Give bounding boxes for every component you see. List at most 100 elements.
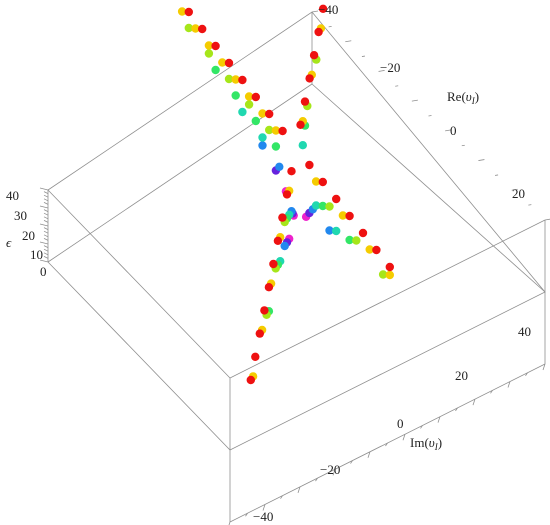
tick-mark (43, 216, 49, 220)
data-point (231, 75, 240, 84)
data-point (265, 109, 274, 119)
re-tick-label: −20 (380, 60, 400, 75)
data-point (224, 58, 234, 68)
data-point (238, 75, 247, 85)
data-point (332, 226, 341, 236)
data-point (204, 49, 214, 58)
tick-mark (43, 212, 49, 216)
tick-mark (39, 205, 49, 209)
data-point (311, 201, 321, 210)
tick-mark (507, 381, 511, 388)
data-point (358, 228, 368, 238)
data-points (177, 4, 394, 385)
data-point (378, 270, 388, 279)
tick-mark (43, 220, 49, 223)
data-point (305, 74, 314, 83)
data-point (345, 235, 354, 245)
data-point (385, 270, 394, 280)
tick-mark (345, 40, 352, 43)
tick-mark (361, 55, 365, 57)
data-point (269, 259, 278, 269)
re-tick-label: 20 (512, 186, 525, 201)
eps-tick-label: 20 (22, 228, 35, 243)
data-point (251, 92, 260, 102)
tick-mark (428, 115, 432, 117)
tick-mark (297, 486, 301, 494)
data-point (273, 236, 283, 245)
data-point (278, 213, 287, 222)
data-point (352, 236, 361, 245)
tick-mark (472, 398, 476, 406)
tick-mark (385, 442, 388, 447)
data-point (244, 100, 254, 109)
tick-mark (39, 241, 49, 245)
tick-mark (420, 425, 423, 429)
re-axis-label-close: ) (475, 89, 479, 104)
tick-mark (43, 245, 49, 248)
tick-mark (43, 234, 49, 238)
tick-mark (332, 469, 336, 476)
re-axis-label-greek: υ (466, 89, 472, 104)
data-point (191, 24, 200, 33)
tick-mark (544, 218, 550, 221)
data-point (265, 125, 274, 135)
tick-mark (511, 188, 518, 191)
data-point (264, 283, 274, 292)
tick-mark (43, 256, 49, 259)
re-tick-labels: −40 −20 0 20 Re(υI) (318, 2, 525, 201)
data-point (218, 58, 227, 67)
tick-mark (445, 129, 452, 132)
data-point (211, 41, 220, 51)
data-point (280, 241, 289, 251)
data-point (255, 329, 264, 338)
eps-tick-label: 30 (14, 208, 27, 223)
tick-mark (43, 191, 49, 194)
tick-mark (43, 238, 49, 241)
re-axis-label-main: Re( (447, 89, 466, 104)
tick-mark (542, 363, 546, 371)
tick-mark (455, 407, 458, 412)
data-point (238, 107, 247, 117)
tick-mark (245, 513, 248, 517)
im-tick-labels: −40 −20 0 20 40 Im(υI) (253, 324, 531, 524)
data-point (211, 65, 220, 75)
data-point (244, 92, 254, 101)
tick-mark (437, 416, 441, 423)
tick-mark (525, 372, 528, 376)
tick-mark (43, 202, 49, 205)
im-tick-label: −40 (253, 509, 273, 524)
tick-mark (262, 504, 266, 511)
tick-mark (461, 144, 465, 147)
data-point (251, 116, 260, 126)
tick-mark (280, 495, 283, 499)
tick-mark (43, 194, 49, 198)
eps-tick-label: 40 (6, 188, 19, 203)
im-tick-label: −20 (320, 462, 340, 477)
data-point (271, 126, 281, 135)
data-point (318, 177, 327, 187)
data-point (271, 142, 281, 151)
tick-mark (43, 248, 49, 252)
tick-marks (39, 10, 550, 525)
re-tick-label: −40 (318, 2, 338, 17)
im-tick-label: 0 (397, 416, 404, 431)
data-point (198, 24, 207, 34)
data-point (332, 194, 341, 204)
im-axis-label: Im(υI) (410, 435, 442, 452)
tick-mark (43, 227, 49, 230)
tick-mark (367, 451, 371, 458)
tick-mark (478, 159, 485, 161)
tick-mark (39, 223, 49, 227)
data-point (251, 352, 260, 361)
eps-tick-label: 10 (30, 247, 43, 262)
tick-mark (311, 10, 319, 13)
data-point (224, 74, 234, 84)
eps-axis-label: ϵ (6, 235, 12, 250)
data-point (305, 160, 314, 170)
data-point (231, 91, 240, 100)
data-point (204, 41, 214, 50)
im-tick-label: 20 (455, 368, 468, 383)
data-point (278, 126, 287, 136)
data-point (325, 226, 334, 235)
